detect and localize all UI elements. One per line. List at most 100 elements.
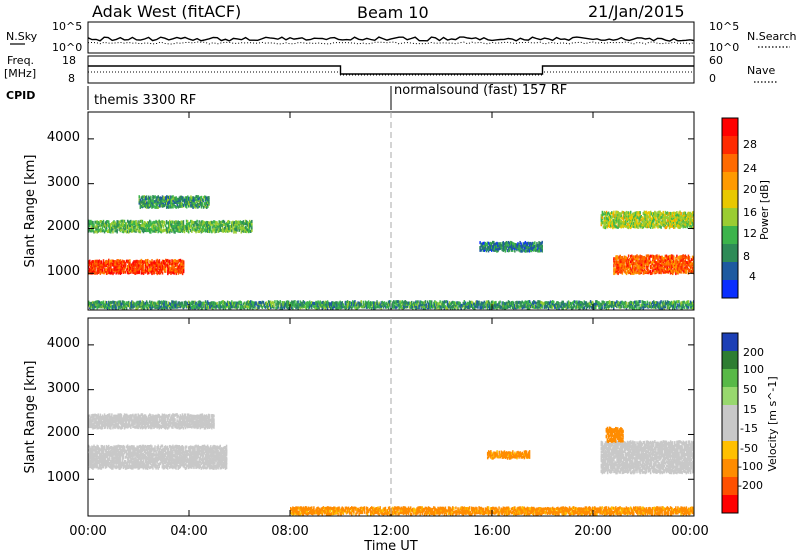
heatmap-cell [641,264,644,268]
heatmap-cell [516,300,518,304]
heatmap-cell [130,263,132,267]
heatmap-cell [642,225,645,229]
heatmap-cell [165,300,168,304]
heatmap-cell [159,228,162,232]
heatmap-cell [94,269,96,273]
heatmap-cell [200,195,203,199]
heatmap-cell [522,305,525,309]
heatmap-cell [691,270,694,274]
heatmap-cell [669,225,672,229]
heatmap-cell [616,266,618,270]
heatmap-cell [682,270,684,274]
heatmap-cell [93,304,95,308]
heatmap-cell [160,300,163,304]
heatmap-cell [601,213,604,217]
heatmap-cell [446,306,449,310]
heatmap-cell [122,230,125,234]
heatmap-cell [333,301,335,305]
heatmap-cell [170,302,172,306]
heatmap-cell [153,270,155,274]
heatmap-cell [650,224,653,228]
heatmap-cell [213,303,215,307]
heatmap-cell [152,221,154,225]
heatmap-cell [244,305,247,309]
heatmap-cell [659,267,661,271]
heatmap-cell [481,247,483,251]
heatmap-cell [187,224,190,228]
heatmap-cell [141,300,144,304]
heatmap-cell [200,301,203,305]
heatmap-cell [198,220,200,224]
heatmap-cell [559,304,561,308]
heatmap-cell [170,205,172,209]
heatmap-cell [173,200,175,204]
heatmap-cell [247,228,250,232]
heatmap-cell [133,260,135,264]
heatmap-cell [276,302,278,306]
heatmap-cell [456,303,458,307]
heatmap-cell [136,262,139,266]
heatmap-cell [568,303,571,307]
heatmap-cell [152,196,154,200]
heatmap-cell [116,301,118,305]
heatmap-cell [90,221,92,225]
heatmap-cell [524,240,527,244]
heatmap-cell [494,246,496,250]
heatmap-cell [163,204,166,208]
heatmap-cell [156,258,159,262]
heatmap-cell [143,260,146,264]
heatmap-cell [281,306,284,310]
heatmap-cell [92,224,94,228]
heatmap-cell [682,269,684,273]
heatmap-cell [211,306,213,310]
heatmap-cell [133,226,135,230]
heatmap-cell [634,268,636,272]
heatmap-cell [684,218,687,222]
heatmap-cell [423,305,426,309]
heatmap-cell [480,301,482,305]
cpid-mode-2: normalsound (fast) 157 RF [394,83,567,98]
heatmap-cell [120,271,123,275]
heatmap-cell [99,260,102,264]
heatmap-cell [147,260,149,264]
heatmap-cell [674,223,676,227]
heatmap-cell [543,305,546,309]
heatmap-cell [146,201,149,205]
heatmap-cell [174,301,176,305]
heatmap-cell [206,201,208,205]
heatmap-cell [97,264,99,268]
nave-label: Nave [747,64,775,77]
heatmap-cell [675,256,677,260]
heatmap-cell [181,220,184,224]
heatmap-cell [178,225,180,229]
heatmap-cell [684,221,687,225]
heatmap-cell [387,300,390,304]
heatmap-cell [541,305,543,309]
heatmap-cell [668,214,671,218]
heatmap-cell [142,201,145,205]
heatmap-cell [634,218,636,222]
heatmap-cell [103,222,106,226]
heatmap-cell [163,265,166,269]
heatmap-cell [110,259,112,263]
heatmap-cell [669,211,672,215]
heatmap-cell [507,249,510,253]
heatmap-cell [97,228,99,232]
heatmap-cell [96,305,98,309]
heatmap-cell [468,303,471,307]
heatmap-cell [653,268,655,272]
heatmap-cell [680,266,682,270]
heatmap-cell [580,301,582,305]
heatmap-cell [623,262,626,266]
heatmap-cell [202,301,205,305]
heatmap-cell [435,300,437,304]
heatmap-cell [99,229,102,233]
heatmap-cell [277,300,279,304]
heatmap-cell [653,220,655,224]
heatmap-cell [669,215,672,219]
heatmap-cell [546,301,549,305]
heatmap-cell [217,226,219,230]
heatmap-cell [636,221,638,225]
heatmap-cell [336,303,338,307]
heatmap-cell [682,220,684,224]
